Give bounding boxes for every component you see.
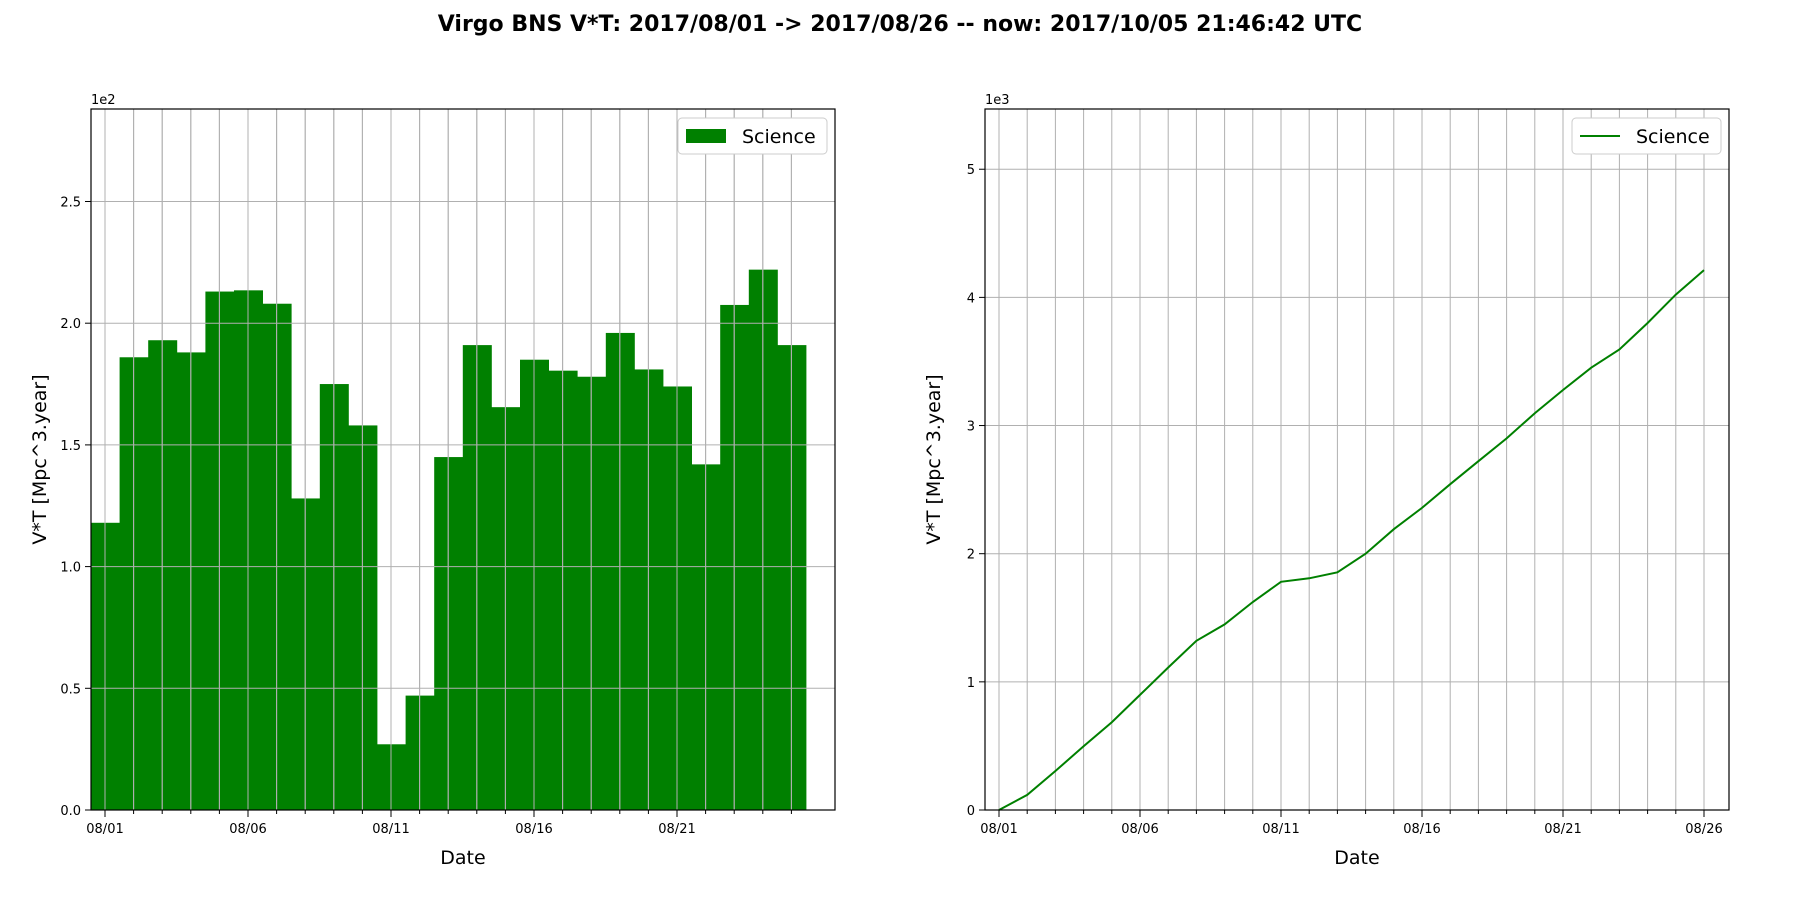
legend: Science bbox=[677, 117, 828, 155]
y-offset-label: 1e3 bbox=[985, 93, 1010, 108]
legend-box bbox=[1571, 117, 1722, 155]
x-tick-label: 08/11 bbox=[372, 822, 409, 837]
bar-chart-panel: 08/01 08/06 08/11 08/16 08/21 0.0 0.5 1.0 1.5 2.0… bbox=[29, 93, 836, 869]
y-tick-label: 3 bbox=[967, 420, 975, 435]
x-tick-label: 08/06 bbox=[229, 822, 266, 837]
x-tick-label: 08/16 bbox=[515, 822, 552, 837]
y-tick-label: 1.0 bbox=[60, 561, 81, 576]
axes-frame bbox=[90, 108, 836, 811]
legend-label: Science bbox=[742, 126, 816, 148]
y-axis-label: V*T [Mpc^3.year] bbox=[923, 374, 945, 544]
line-series bbox=[998, 269, 1705, 811]
x-axis-label: Date bbox=[440, 847, 485, 869]
x-axis-label: Date bbox=[1334, 847, 1379, 869]
y-tick-label: 2.5 bbox=[60, 195, 81, 210]
y-tick-label: 2 bbox=[967, 548, 975, 563]
x-tick-label: 08/01 bbox=[86, 822, 123, 837]
legend-label: Science bbox=[1636, 126, 1710, 148]
x-tick-label: 08/21 bbox=[658, 822, 695, 837]
y-tick-label: 1.5 bbox=[60, 439, 81, 454]
legend-swatch bbox=[686, 129, 726, 143]
legend: Science bbox=[1571, 117, 1722, 155]
x-tick-label: 08/11 bbox=[1262, 822, 1299, 837]
y-tick-label: 4 bbox=[967, 291, 975, 306]
y-tick-label: 0.0 bbox=[60, 804, 81, 819]
axes-frame bbox=[984, 108, 1730, 811]
bar bbox=[491, 407, 521, 810]
x-tick-label: 08/26 bbox=[1685, 822, 1722, 837]
x-tick-label: 08/06 bbox=[1121, 822, 1158, 837]
y-tick-label: 5 bbox=[967, 163, 975, 178]
y-axis-label: V*T [Mpc^3.year] bbox=[29, 374, 51, 544]
figure-title: Virgo BNS V*T: 2017/08/01 -> 2017/08/26 … bbox=[437, 12, 1363, 37]
y-tick-label: 0.5 bbox=[60, 682, 81, 697]
x-tick-label: 08/16 bbox=[1403, 822, 1440, 837]
y-tick-label: 0 bbox=[967, 804, 975, 819]
y-tick-label: 1 bbox=[967, 676, 975, 691]
grid bbox=[985, 109, 1729, 811]
y-offset-label: 1e2 bbox=[91, 93, 116, 108]
y-tick-label: 2.0 bbox=[60, 317, 81, 332]
x-tick-label: 08/21 bbox=[1544, 822, 1581, 837]
cumulative-line-chart-panel: 08/01 08/06 08/11 08/16 08/21 08/26 0 1 2 3 4 5 1e3 D… bbox=[923, 93, 1730, 869]
legend-box bbox=[677, 117, 828, 155]
x-tick-label: 08/01 bbox=[980, 822, 1017, 837]
